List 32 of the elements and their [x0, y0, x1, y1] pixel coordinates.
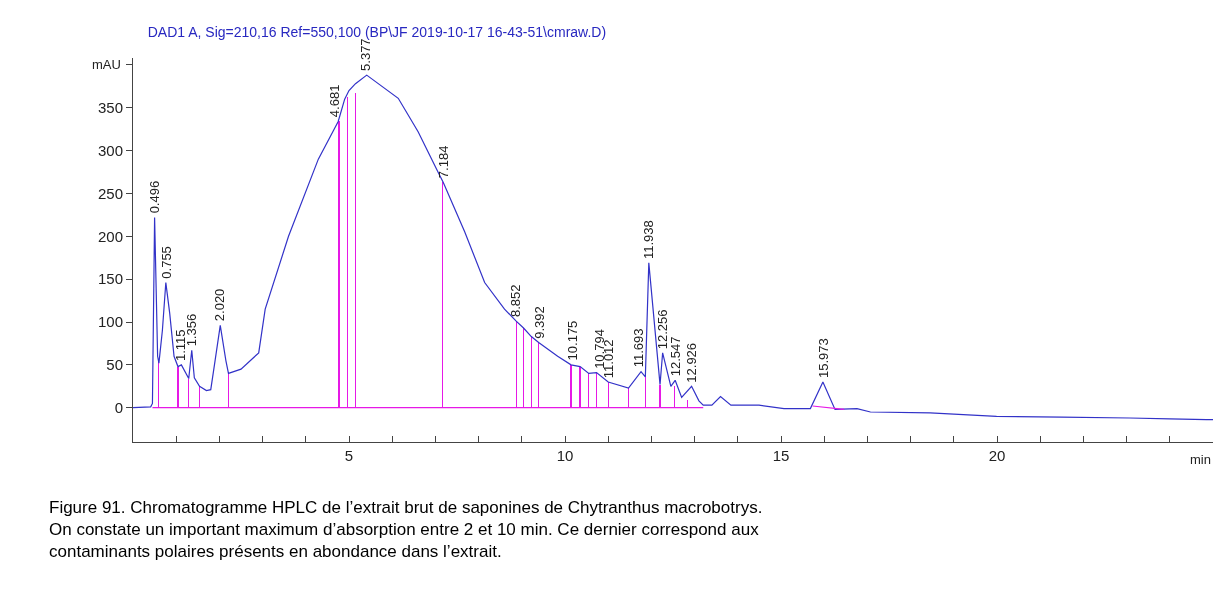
annotation: 8.852 [507, 284, 523, 318]
annotation: 9.392 [531, 306, 547, 339]
caption: Figure 91. Chromatogramme HPLC de l’extrait brut de saponines de Chytranthus macrobotrys. On constate un important maximum d’absorption entre 2 et 10 min. Ce dernier correspond aux contaminants polaires présents en abondance dans l’extrait. [49, 498, 763, 562]
annotation: 11.938 [641, 220, 657, 260]
x-tick-label: 20 [988, 447, 1006, 464]
y-tick-label: 350 [97, 98, 123, 116]
annotation: 12.256 [654, 309, 670, 350]
annotation: 12.547 [667, 336, 683, 377]
y-tick-label: 200 [97, 227, 123, 245]
annotation: 15.973 [816, 338, 832, 379]
x-tick-label: 5 [344, 447, 354, 464]
x-tick-label: 10 [556, 447, 574, 464]
annotation: 11.693 [630, 328, 646, 368]
y-tick-label: 50 [106, 356, 123, 374]
annotation: 5.377 [357, 38, 373, 71]
x-tick-label: 15 [772, 447, 790, 464]
annotation: 2.020 [212, 288, 228, 322]
y-tick-label: 0 [114, 398, 123, 416]
y-tick-label: 300 [97, 141, 123, 159]
y-tick-label: 100 [97, 313, 123, 331]
annotation: 4.681 [327, 84, 343, 118]
y-tick-label: 250 [97, 184, 123, 202]
annotation: 10.175 [564, 320, 580, 361]
annotation: 0.496 [146, 180, 162, 214]
annotation: 7.184 [435, 145, 451, 179]
y-axis-title: mAU [92, 57, 121, 72]
y-tick-label: 150 [97, 270, 123, 288]
annotation: 12.926 [684, 342, 700, 383]
chart-title: DAD1 A, Sig=210,16 Ref=550,100 (BP\JF 2019-10-17 16-43-51\cmraw.D) [147, 23, 607, 40]
line-series [133, 74, 1213, 421]
annotation: 0.755 [158, 246, 174, 279]
x-axis-title: min [1190, 452, 1211, 467]
